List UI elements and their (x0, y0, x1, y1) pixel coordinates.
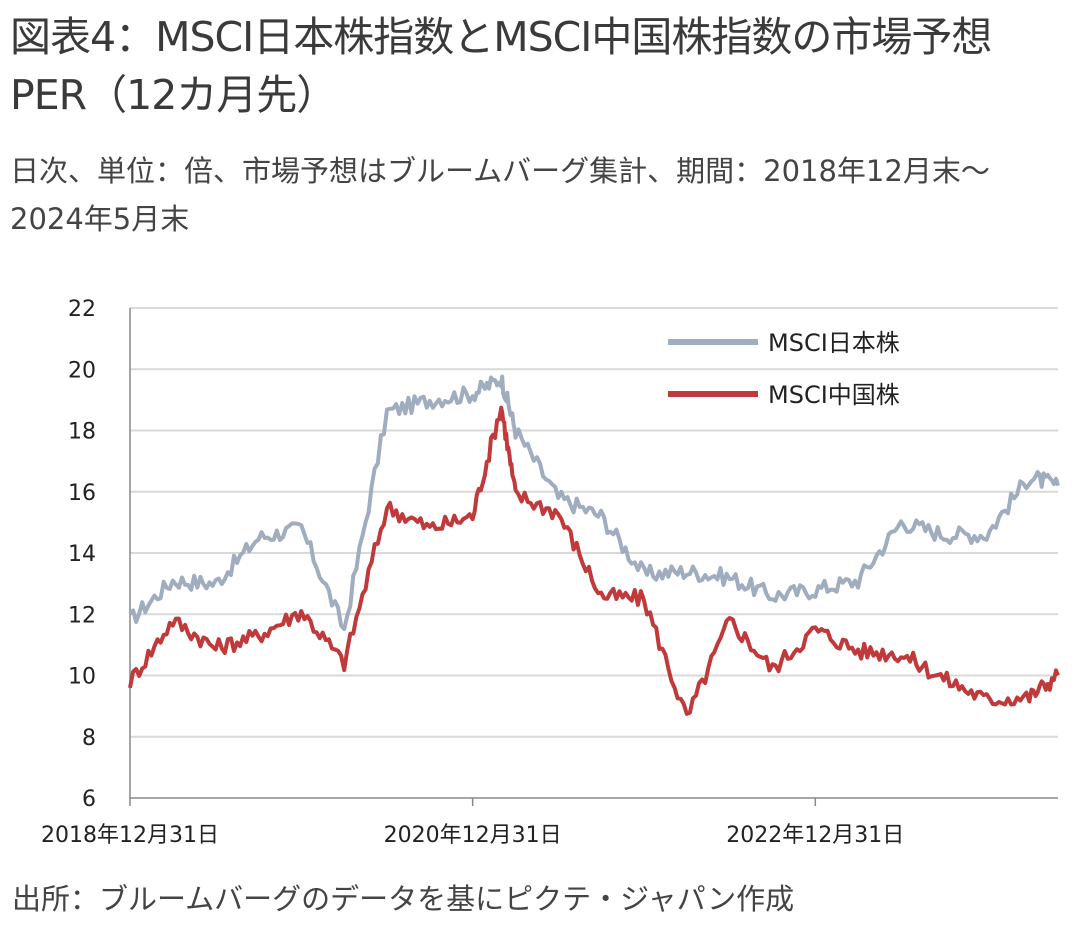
y-tick-label: 18 (68, 420, 96, 445)
y-axis-tick-labels: 6 8 10 12 14 16 18 20 22 (68, 297, 96, 812)
legend-label: MSCI日本株 (768, 329, 900, 357)
y-tick-label: 12 (68, 603, 96, 628)
y-tick-label: 6 (82, 787, 96, 812)
y-tick-label: 20 (68, 358, 96, 383)
legend: MSCI日本株 MSCI中国株 (668, 329, 900, 409)
series-line (128, 374, 1060, 631)
x-tick-label: 2020年12月31日 (384, 823, 562, 848)
y-tick-label: 14 (68, 542, 96, 567)
x-axis-tick-marks (129, 798, 817, 806)
x-tick-label: 2018年12月31日 (41, 823, 219, 848)
y-tick-label: 16 (68, 481, 96, 506)
x-axis-tick-labels: 2018年12月31日 2020年12月31日 2022年12月31日 (41, 823, 904, 848)
source-note: 出所：ブルームバーグのデータを基にピクテ・ジャパン作成 (12, 882, 795, 916)
legend-label: MSCI中国株 (768, 381, 900, 409)
y-tick-label: 8 (82, 726, 96, 751)
series-line (128, 405, 1060, 716)
series-lines (128, 374, 1060, 716)
y-tick-label: 10 (68, 665, 96, 690)
chart-subtitle: 日次、単位：倍、市場予想はブルームバーグ集計、期間：2018年12月末～2024… (10, 154, 990, 236)
chart-title: 図表4：MSCI日本株指数とMSCI中国株指数の市場予想PER（12カ月先） (10, 13, 992, 119)
y-tick-label: 22 (68, 297, 96, 322)
x-tick-label: 2022年12月31日 (726, 823, 904, 848)
